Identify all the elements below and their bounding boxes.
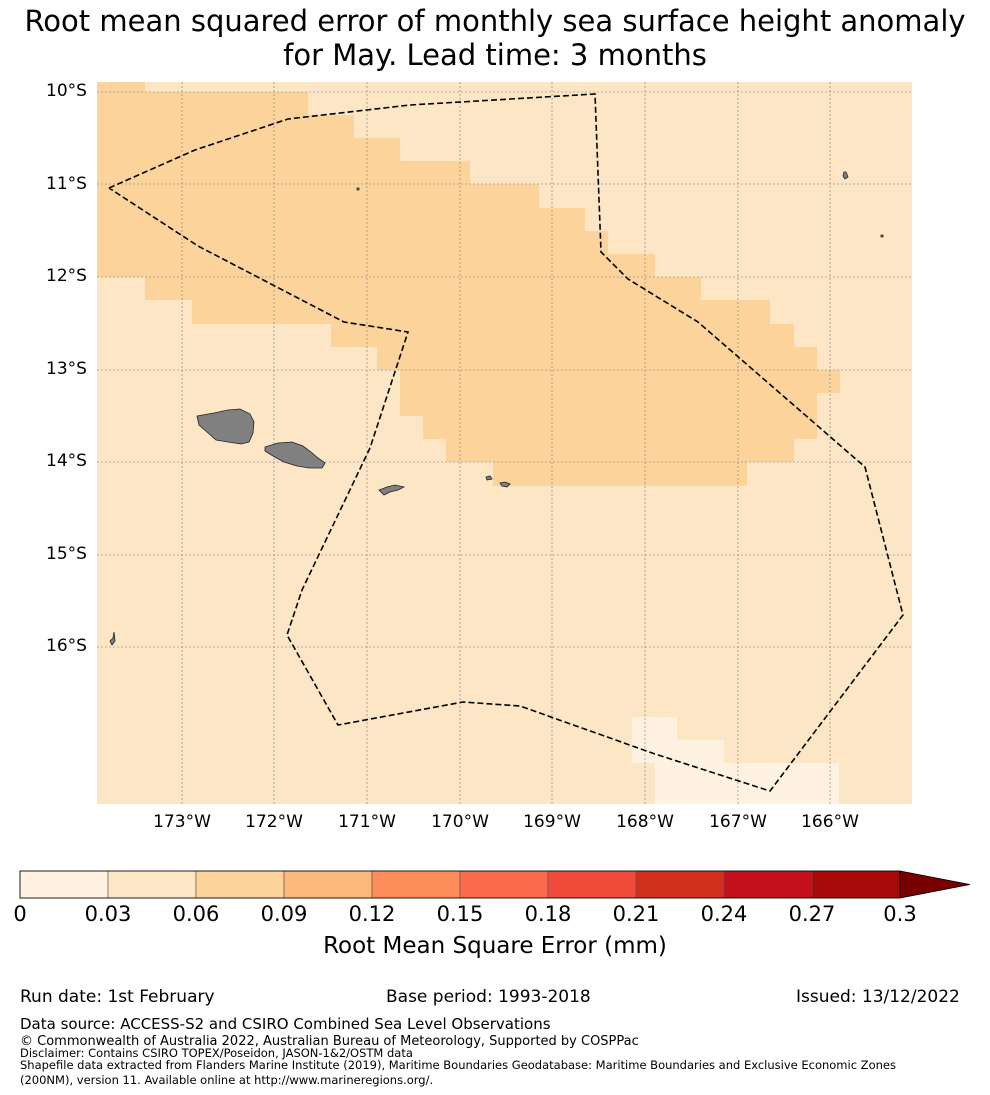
colorbar-tick-label: 0.21 bbox=[612, 902, 660, 926]
colorbar-tick-label: 0.12 bbox=[348, 902, 396, 926]
rmse-patch-lightest bbox=[677, 740, 724, 763]
colorbar-segment bbox=[723, 870, 813, 899]
disclaimer: Disclaimer: Contains CSIRO TOPEX/Poseido… bbox=[20, 1046, 413, 1060]
run-date: Run date: 1st February bbox=[20, 987, 215, 1007]
lat-label: 15°S bbox=[46, 544, 87, 564]
colorbar-segment bbox=[635, 870, 725, 899]
colorbar-segment bbox=[547, 870, 637, 899]
colorbar-tick-label: 0 bbox=[13, 902, 27, 926]
issued-date: Issued: 13/12/2022 bbox=[796, 987, 960, 1007]
island-small-east bbox=[880, 234, 884, 238]
colorbar-segment bbox=[19, 870, 109, 899]
colorbar-outline bbox=[19, 870, 901, 899]
chart-title: Root mean squared error of monthly sea s… bbox=[0, 4, 990, 72]
lat-label: 10°S bbox=[46, 81, 87, 101]
lat-label: 14°S bbox=[46, 451, 87, 471]
lon-label: 171°W bbox=[338, 812, 396, 832]
colorbar-label: Root Mean Square Error (mm) bbox=[323, 933, 667, 959]
colorbar-tick-label: 0.3 bbox=[883, 902, 917, 926]
colorbar-segment bbox=[195, 870, 285, 899]
title-line-1: Root mean squared error of monthly sea s… bbox=[24, 4, 966, 38]
data-source: Data source: ACCESS-S2 and CSIRO Combine… bbox=[20, 1015, 551, 1033]
lon-label: 168°W bbox=[616, 812, 674, 832]
island-upolu bbox=[264, 441, 326, 469]
lat-label: 16°S bbox=[46, 636, 87, 656]
base-period: Base period: 1993-2018 bbox=[386, 987, 591, 1007]
rmse-patch-lightest bbox=[632, 717, 677, 763]
eez-boundary bbox=[108, 93, 904, 792]
lon-label: 166°W bbox=[801, 812, 859, 832]
island-atafu bbox=[842, 171, 849, 180]
island-ofu bbox=[485, 475, 493, 481]
colorbar-tick-label: 0.03 bbox=[84, 902, 132, 926]
lat-label: 11°S bbox=[46, 174, 87, 194]
colorbar-tick-label: 0.24 bbox=[700, 902, 748, 926]
lon-label: 172°W bbox=[245, 812, 303, 832]
colorbar-tick-label: 0.09 bbox=[260, 902, 308, 926]
colorbar-segment bbox=[371, 870, 461, 899]
lon-gridlines bbox=[181, 82, 831, 804]
shapefile-credit-1: Shapefile data extracted from Flanders M… bbox=[20, 1058, 896, 1072]
lat-label: 12°S bbox=[46, 266, 87, 286]
island-tau bbox=[499, 481, 511, 488]
colorbar-segment bbox=[811, 870, 901, 899]
copyright: © Commonwealth of Australia 2022, Austra… bbox=[20, 1034, 639, 1049]
land-masses bbox=[109, 171, 884, 646]
colorbar-tick-label: 0.18 bbox=[524, 902, 572, 926]
island-savaii bbox=[196, 408, 255, 445]
colorbar-tick-label: 0.27 bbox=[788, 902, 836, 926]
lon-label: 169°W bbox=[523, 812, 581, 832]
colorbar-tick-label: 0.15 bbox=[436, 902, 484, 926]
lat-label: 13°S bbox=[46, 359, 87, 379]
lon-label: 170°W bbox=[431, 812, 489, 832]
colorbar-segment bbox=[283, 870, 373, 899]
colorbar-segment bbox=[459, 870, 549, 899]
colorbar-tick-label: 0.06 bbox=[172, 902, 220, 926]
colorbar-segment bbox=[107, 870, 197, 899]
island-wallis bbox=[109, 631, 116, 646]
lon-label: 167°W bbox=[709, 812, 767, 832]
shapefile-credit-2: (200NM), version 11. Available online at… bbox=[20, 1073, 434, 1087]
colorbar-segments bbox=[19, 870, 901, 899]
lon-label: 173°W bbox=[153, 812, 211, 832]
island-tutuila bbox=[378, 484, 406, 496]
island-swains bbox=[356, 187, 360, 191]
rmse-region-medium bbox=[97, 82, 840, 486]
colorbar-extend-arrow bbox=[899, 870, 971, 899]
title-line-2: for May. Lead time: 3 months bbox=[283, 38, 707, 72]
